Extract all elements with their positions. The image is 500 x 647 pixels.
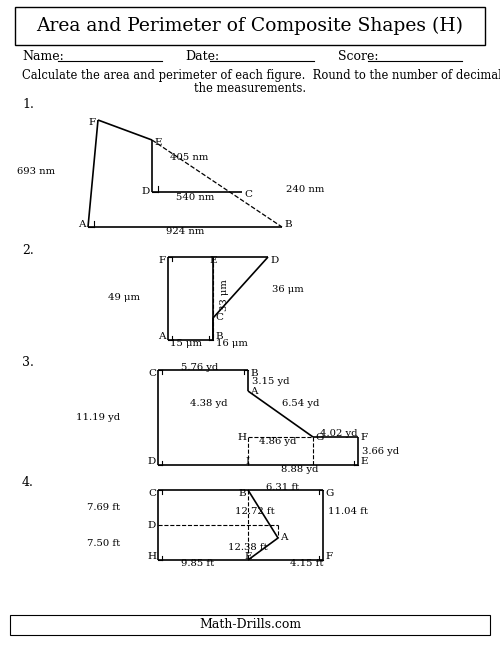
Text: I: I (246, 457, 250, 466)
Text: 3.15 yd: 3.15 yd (252, 377, 290, 386)
Text: 12.38 ft: 12.38 ft (228, 543, 268, 553)
Text: C: C (148, 489, 156, 498)
Text: Area and Perimeter of Composite Shapes (H): Area and Perimeter of Composite Shapes (… (36, 17, 464, 35)
Text: 15 μm: 15 μm (170, 340, 202, 349)
FancyBboxPatch shape (15, 7, 485, 45)
Text: E: E (154, 138, 162, 147)
Text: Score:: Score: (338, 50, 378, 63)
Text: 33 μm: 33 μm (220, 279, 229, 311)
Text: 8.88 yd: 8.88 yd (282, 465, 319, 474)
Text: H: H (147, 552, 156, 561)
Text: F: F (325, 552, 332, 561)
Text: 5.76 yd: 5.76 yd (182, 362, 218, 371)
Text: 49 μm: 49 μm (108, 294, 140, 303)
Text: 4.02 yd: 4.02 yd (320, 430, 358, 439)
Text: G: G (315, 432, 324, 441)
Text: A: A (280, 534, 287, 542)
Text: D: D (270, 256, 278, 265)
Text: 7.50 ft: 7.50 ft (87, 538, 120, 547)
Text: F: F (360, 432, 367, 441)
Text: 3.: 3. (22, 356, 34, 369)
Text: E: E (244, 552, 252, 561)
Text: E: E (360, 457, 368, 466)
Text: B: B (284, 220, 292, 229)
Text: A: A (78, 220, 86, 229)
Text: 36 μm: 36 μm (272, 285, 304, 294)
Text: 9.85 ft: 9.85 ft (182, 558, 214, 567)
Text: 11.19 yd: 11.19 yd (76, 413, 120, 421)
Text: 11.04 ft: 11.04 ft (328, 507, 368, 516)
Text: G: G (325, 489, 334, 498)
FancyBboxPatch shape (10, 615, 490, 635)
Text: 4.86 yd: 4.86 yd (260, 437, 296, 446)
Text: 2.: 2. (22, 243, 34, 256)
Text: 4.: 4. (22, 476, 34, 490)
Text: 4.38 yd: 4.38 yd (190, 399, 228, 408)
Text: B: B (215, 332, 222, 341)
Text: H: H (237, 432, 246, 441)
Text: the measurements.: the measurements. (194, 82, 306, 94)
Text: 405 nm: 405 nm (170, 153, 208, 162)
Text: B: B (238, 489, 246, 498)
Text: 12.72 ft: 12.72 ft (235, 507, 275, 516)
Text: A: A (158, 332, 166, 341)
Text: Name:: Name: (22, 50, 64, 63)
Text: 924 nm: 924 nm (166, 226, 204, 236)
Text: Math-Drills.com: Math-Drills.com (199, 619, 301, 631)
Text: 6.54 yd: 6.54 yd (282, 399, 320, 408)
Text: C: C (244, 190, 252, 199)
Text: D: D (148, 520, 156, 529)
Text: 540 nm: 540 nm (176, 193, 214, 201)
Text: A: A (250, 386, 258, 395)
Text: 693 nm: 693 nm (17, 168, 55, 177)
Text: E: E (209, 256, 217, 265)
Text: F: F (89, 118, 96, 127)
Text: 4.15 ft: 4.15 ft (290, 558, 324, 567)
Text: 3.66 yd: 3.66 yd (362, 446, 399, 455)
Text: F: F (159, 256, 166, 265)
Text: Calculate the area and perimeter of each figure.  Round to the number of decimal: Calculate the area and perimeter of each… (22, 69, 500, 83)
Text: C: C (148, 369, 156, 378)
Text: Date:: Date: (185, 50, 219, 63)
Text: D: D (142, 188, 150, 197)
Text: 240 nm: 240 nm (286, 186, 325, 195)
Text: 16 μm: 16 μm (216, 340, 248, 349)
Text: D: D (148, 457, 156, 466)
Text: B: B (250, 369, 258, 378)
Text: 7.69 ft: 7.69 ft (87, 503, 120, 512)
Text: 1.: 1. (22, 98, 34, 111)
Text: 6.31 ft: 6.31 ft (266, 483, 300, 492)
Text: C: C (215, 314, 223, 322)
